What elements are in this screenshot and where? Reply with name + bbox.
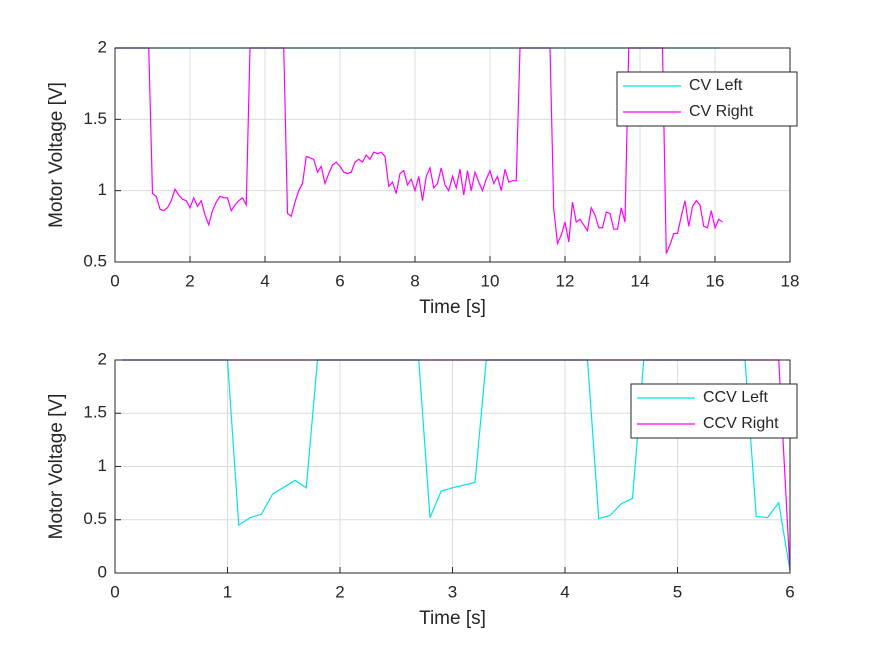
axes-box bbox=[114, 47, 791, 263]
x-tick-label: 4 bbox=[260, 271, 269, 290]
legend-box bbox=[616, 71, 798, 127]
legend: CCV Left CCV Right bbox=[630, 383, 798, 439]
x-tick-label: 1 bbox=[223, 582, 232, 601]
x-tick-label: 8 bbox=[410, 271, 419, 290]
y-tick-label: 1 bbox=[98, 456, 107, 475]
y-tick-label: 2 bbox=[98, 349, 107, 368]
y-axis-label: Motor Voltage [V] bbox=[46, 394, 67, 540]
x-tick-label: 0 bbox=[110, 582, 119, 601]
x-tick-label: 3 bbox=[448, 582, 457, 601]
legend-label: CV Right bbox=[689, 103, 754, 120]
x-axis-label: Time [s] bbox=[419, 297, 486, 318]
y-tick-label: 0.5 bbox=[83, 251, 107, 270]
y-tick-label: 1.5 bbox=[83, 109, 107, 128]
y-tick-label: 1.5 bbox=[83, 403, 107, 422]
x-axis-label: Time [s] bbox=[419, 608, 486, 629]
x-tick-label: 5 bbox=[673, 582, 682, 601]
x-tick-label: 12 bbox=[556, 271, 575, 290]
x-tick-label: 10 bbox=[481, 271, 500, 290]
axes-box bbox=[114, 359, 791, 574]
y-tick-label: 0 bbox=[98, 562, 107, 581]
legend-box bbox=[630, 383, 798, 439]
x-tick-label: 14 bbox=[631, 271, 650, 290]
x-tick-label: 4 bbox=[560, 582, 569, 601]
y-tick-label: 0.5 bbox=[83, 509, 107, 528]
x-tick-label: 6 bbox=[335, 271, 344, 290]
y-tick-label: 2 bbox=[98, 37, 107, 56]
y-tick-label: 1 bbox=[98, 180, 107, 199]
x-tick-label: 18 bbox=[781, 271, 800, 290]
x-tick-label: 2 bbox=[185, 271, 194, 290]
subplot: 0 2 4 6 8 10 12 14 16 18 0.5 1 1.5 2 Time [s] Motor Vol… bbox=[46, 37, 799, 318]
x-tick-label: 0 bbox=[110, 271, 119, 290]
legend: CV Left CV Right bbox=[616, 71, 798, 127]
x-tick-label: 2 bbox=[335, 582, 344, 601]
data-line bbox=[115, 47, 723, 254]
legend-label: CV Left bbox=[689, 77, 743, 94]
y-axis-label: Motor Voltage [V] bbox=[46, 82, 67, 228]
subplot: 0 1 2 3 4 5 6 0 0.5 1 1.5 2 Time [s] Motor Voltage [V… bbox=[46, 349, 798, 629]
legend-label: CCV Right bbox=[703, 415, 779, 432]
x-tick-label: 6 bbox=[785, 582, 794, 601]
x-tick-label: 16 bbox=[706, 271, 725, 290]
legend-label: CCV Left bbox=[703, 389, 768, 406]
